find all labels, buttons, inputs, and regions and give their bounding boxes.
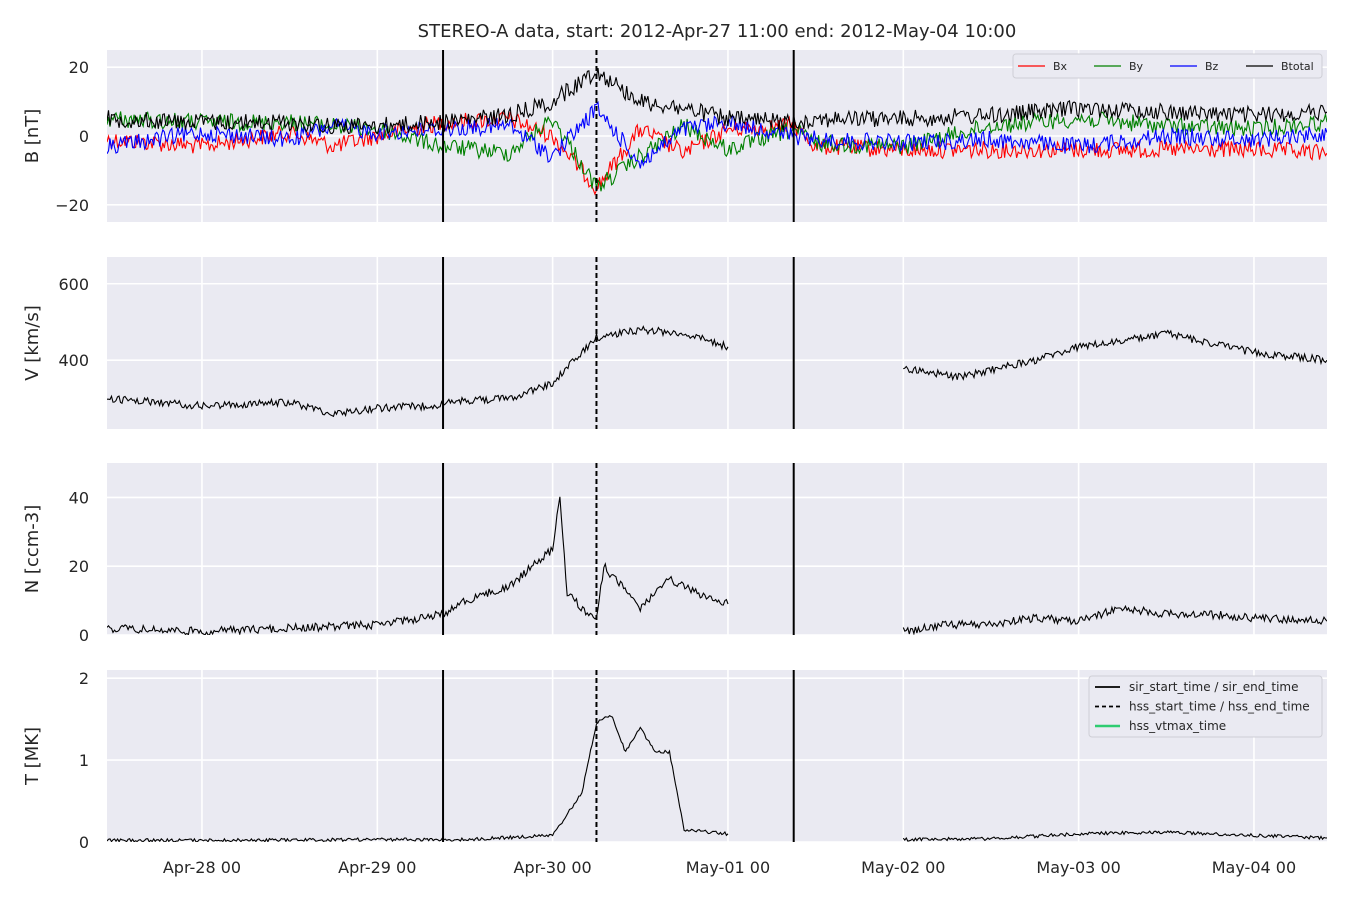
x-tick-label: Apr-28 00: [163, 858, 241, 877]
plot-background: [107, 463, 1327, 635]
x-tick-label: May-03 00: [1036, 858, 1120, 877]
legend-label: hss_vtmax_time: [1129, 719, 1226, 733]
legend-label: hss_start_time / hss_end_time: [1129, 700, 1310, 714]
panel-0: −20 0 20 B [nT] Bx By Bz Btotal: [22, 50, 1327, 222]
legend-label: Bx: [1053, 60, 1068, 73]
legend-b: Bx By Bz Btotal: [1012, 53, 1323, 79]
legend-frame: [1012, 53, 1323, 79]
series-line-segment-0: [107, 325, 729, 418]
y-tick-label: 600: [58, 275, 89, 294]
y-tick-label: 0: [79, 127, 89, 146]
y-tick-label: 0: [79, 626, 89, 645]
series-line-segment-0: [107, 715, 729, 842]
series-line-segment-0: [107, 496, 729, 635]
legend-label: Bz: [1205, 60, 1219, 73]
y-tick-label: 40: [69, 488, 89, 507]
y-tick-label: 20: [69, 58, 89, 77]
y-tick-label: −20: [55, 196, 89, 215]
legend-frame: [1088, 675, 1323, 738]
series-line-Bx: [107, 111, 1327, 196]
panel-1: 400 600 V [km/s]: [22, 257, 1327, 429]
x-tick-label: May-02 00: [861, 858, 945, 877]
legend-label: sir_start_time / sir_end_time: [1129, 680, 1299, 694]
legend-events: sir_start_time / sir_end_time hss_start_t…: [1088, 675, 1323, 738]
panel-2: 0 20 40 N [ccm-3]: [22, 463, 1327, 645]
panel-3: 0 1 2 T [MK] Apr-28 00 Apr-29 00 Apr-30 00 May-…: [22, 669, 1327, 877]
plot-data: [107, 67, 1327, 196]
plot-data: [107, 715, 1327, 842]
y-tick-label: 0: [79, 833, 89, 852]
series-line-segment-1: [903, 329, 1327, 382]
y-tick-label: 400: [58, 351, 89, 370]
y-axis-label: T [MK]: [22, 727, 43, 786]
y-tick-label: 20: [69, 557, 89, 576]
legend-label: By: [1129, 60, 1144, 73]
x-tick-label: May-04 00: [1212, 858, 1296, 877]
y-tick-label: 1: [79, 751, 89, 770]
y-tick-label: 2: [79, 669, 89, 688]
y-axis-label: B [nT]: [22, 109, 43, 164]
series-line-segment-1: [902, 830, 1327, 842]
legend-label: Btotal: [1281, 60, 1314, 73]
chart-title: STEREO-A data, start: 2012-Apr-27 11:00 …: [418, 21, 1017, 42]
plot-data: [107, 496, 1327, 635]
x-tick-label: May-01 00: [686, 858, 770, 877]
series-line-By: [107, 111, 1327, 192]
x-tick-label: Apr-30 00: [514, 858, 592, 877]
series-line-Btotal: [107, 67, 1327, 135]
x-tick-label: Apr-29 00: [338, 858, 416, 877]
series-line-segment-1: [902, 604, 1327, 635]
y-axis-label: N [ccm-3]: [22, 505, 43, 594]
y-axis-label: V [km/s]: [22, 305, 43, 380]
plot-data: [107, 325, 1327, 418]
